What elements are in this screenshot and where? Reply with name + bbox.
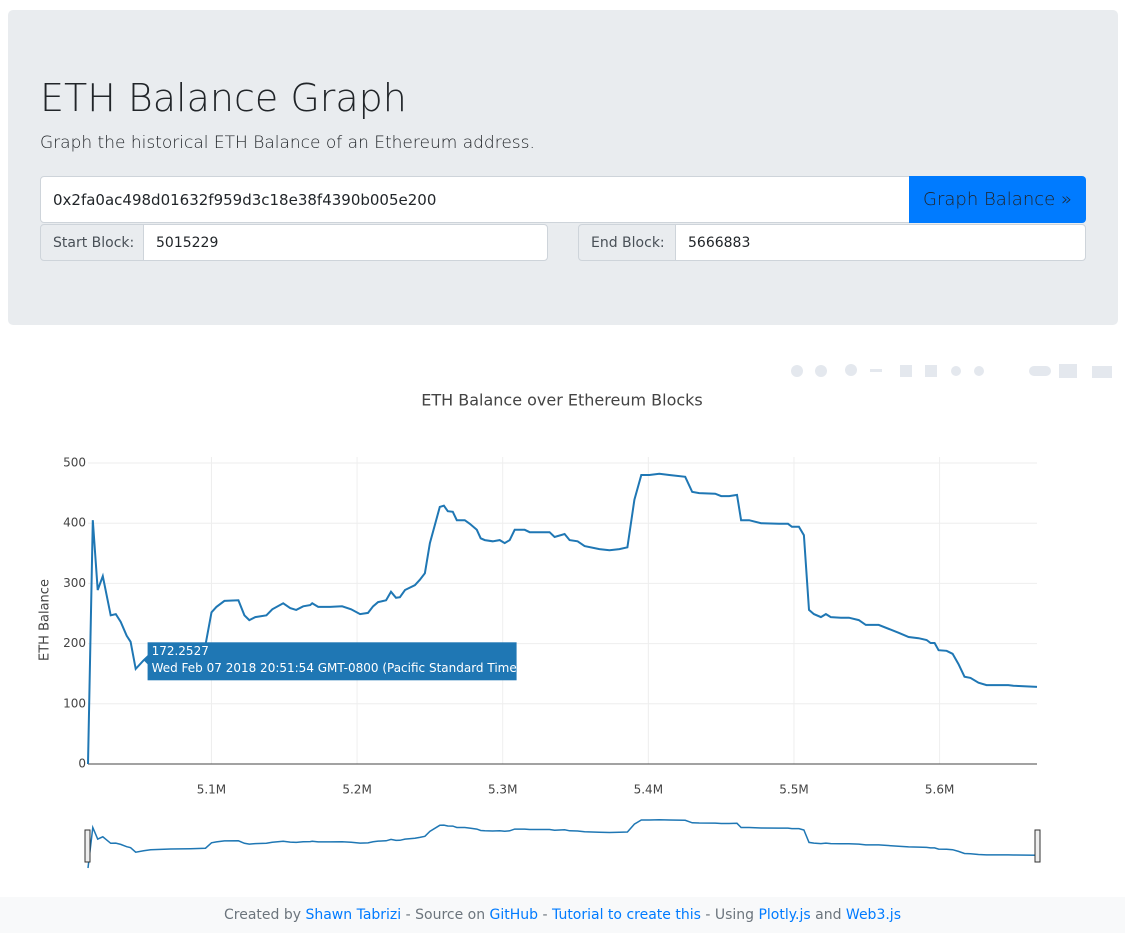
x-tick-label: 5.6M [925,783,954,797]
hover-tooltip: 172.2527 Wed Feb 07 2018 20:51:54 GMT-080… [143,642,522,681]
modebar[interactable] [791,364,1112,378]
start-input[interactable]: 5015229 [143,224,548,261]
x-tick-label: 5.5M [779,783,808,797]
tooltip-box [147,642,517,681]
footer-text: Created by [223,907,306,923]
tooltip-value: 172.2527 [152,644,209,658]
x-tick-label: 5.4M [634,783,663,797]
footer-text: - Source on [401,907,490,923]
y-tick-label: 300 [63,576,86,590]
y-tick-label: 100 [63,696,86,710]
footer-link[interactable]: GitHub [489,907,539,923]
y-tick-label: 500 [63,456,86,470]
footer: Created by Shawn Tabrizi - Source on Git… [0,897,1125,933]
y-tick-label: 0 [78,757,86,771]
y-axis-title: ETH Balance [38,579,53,661]
x-tick-label: 5.1M [197,783,226,797]
tooltip-label: Wed Feb 07 2018 20:51:54 GMT-0800 (Pacif… [152,661,522,675]
end-label: End Block: [578,224,676,261]
start-label: Start Block: [40,224,144,261]
page-title: ETH Balance Graph [40,76,407,120]
y-tick-label: 200 [63,636,86,650]
x-tick-label: 5.3M [488,783,517,797]
graph-button[interactable]: Graph Balance » [909,176,1086,223]
y-tick-label: 400 [63,516,86,530]
footer-link[interactable]: Plotly.js [758,907,811,923]
chart: ETH Balance over Ethereum Blocks ETH Bala… [38,364,1112,870]
range-slider-handle [84,829,91,863]
range-slider-handle [1034,829,1041,863]
footer-link[interactable]: Web3.js [845,907,901,923]
range-slider-bg [88,816,1037,870]
jumbotron [8,10,1118,325]
footer-text: and [810,907,846,923]
tooltip-pointer [143,655,149,666]
page-subtitle: Graph the historical ETH Balance of an E… [40,133,535,153]
footer-text: - [538,907,553,923]
range-slider-line [87,819,1038,869]
x-tick-label: 5.2M [342,783,371,797]
address-input[interactable]: 0x2fa0ac498d01632f959d3c18e38f4390b005e2… [40,176,910,223]
footer-link[interactable]: Shawn Tabrizi [305,907,402,923]
footer-link[interactable]: Tutorial to create this [552,907,701,923]
balance-line [87,472,1038,765]
chart-title: ETH Balance over Ethereum Blocks [421,391,703,410]
end-input[interactable]: 5666883 [675,224,1086,261]
footer-text: - Using [700,907,759,923]
